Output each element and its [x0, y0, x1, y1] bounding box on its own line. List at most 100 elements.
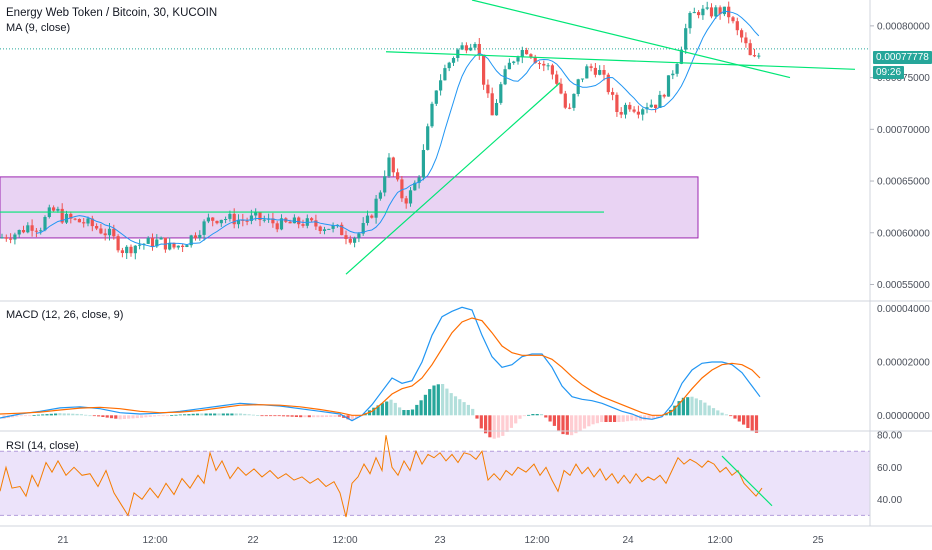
macd-histogram-bar [398, 407, 402, 416]
time-axis-tick-label: 12:00 [142, 535, 167, 546]
macd-histogram-bar [251, 414, 255, 416]
candle-down [297, 217, 301, 225]
macd-histogram-bar [230, 413, 234, 416]
candle-up [456, 49, 460, 58]
candle-down [99, 228, 103, 234]
macd-histogram-bar [109, 415, 114, 419]
candle-up [447, 62, 451, 69]
candle-down [464, 45, 468, 51]
candle-down [748, 43, 752, 56]
macd-histogram-bar [393, 402, 397, 416]
macd-histogram-bar [75, 413, 79, 416]
candle-down [611, 92, 615, 95]
candle-down [370, 215, 374, 218]
candle-down [593, 67, 597, 75]
macd-histogram-bar [36, 414, 40, 416]
macd-histogram-bar [449, 393, 453, 416]
countdown-tag: 09:26 [873, 66, 905, 79]
macd-histogram-bar [458, 399, 462, 416]
macd-histogram-bar [131, 415, 135, 419]
macd-histogram-bar [58, 413, 62, 416]
macd-histogram-bar [238, 413, 243, 416]
candle-down [275, 223, 279, 230]
macd-histogram-bar [651, 415, 655, 419]
macd-histogram-bar [385, 401, 389, 416]
candle-up [56, 208, 60, 211]
macd-histogram-bar [312, 415, 316, 418]
candle-up [365, 215, 370, 223]
candle-up [507, 62, 511, 70]
candle-up [408, 190, 413, 204]
macd-histogram-bar [475, 415, 479, 419]
candle-up [688, 13, 692, 29]
macd-histogram-bar [733, 415, 737, 419]
macd-histogram-bar [582, 415, 587, 429]
candle-up [684, 28, 688, 50]
candle-down [482, 54, 486, 85]
candle-up [499, 84, 503, 103]
candle-down [77, 219, 81, 223]
macd-histogram-bar [436, 384, 440, 416]
macd-histogram-bar [294, 415, 298, 417]
macd-histogram-bar [187, 414, 191, 416]
macd-histogram-bar [19, 415, 23, 417]
macd-histogram-bar [625, 415, 630, 422]
macd-histogram-bar [410, 409, 415, 416]
candle-up [451, 58, 456, 63]
candle-up [146, 237, 150, 244]
candle-up [155, 239, 159, 247]
macd-histogram-bar [281, 415, 286, 417]
rsi-trendline [721, 455, 773, 507]
candle-down [116, 236, 120, 251]
macd-histogram-bar [217, 413, 221, 416]
rsi-layer [0, 435, 870, 518]
candle-up [168, 242, 172, 250]
candle-up [107, 228, 112, 236]
candle-down [4, 237, 8, 239]
last-price-tag: 0.00077778 [873, 51, 932, 64]
candle-up [0, 237, 4, 239]
candle-up [387, 157, 391, 177]
candle-up [378, 192, 382, 199]
macd-histogram-bar [750, 415, 754, 432]
macd-histogram-bar [54, 413, 58, 416]
candlestick-series [0, 1, 761, 260]
ma-legend: MA (9, close) [6, 22, 71, 34]
trendline [345, 82, 561, 275]
macd-histogram-bar [587, 415, 591, 427]
macd-histogram-bar [290, 415, 294, 417]
trendline-layer [0, 0, 856, 275]
macd-histogram-bar [178, 414, 182, 416]
macd-histogram-bar [243, 413, 247, 416]
candle-up [176, 245, 180, 248]
candle-up [64, 213, 69, 223]
moving-average-layer [36, 10, 760, 248]
candle-up [198, 234, 202, 238]
macd-histogram-bar [105, 415, 109, 418]
macd-layer [0, 306, 761, 439]
macd-histogram-bar [402, 410, 406, 416]
candle-down [245, 220, 249, 222]
time-axis-tick-label: 25 [812, 535, 824, 546]
macd-histogram-bar [140, 415, 144, 418]
candle-up [224, 219, 228, 220]
macd-histogram-bar [406, 410, 410, 416]
macd-histogram-bar [71, 413, 75, 416]
time-axis-tick-label: 22 [247, 535, 259, 546]
macd-histogram-bar [707, 405, 711, 416]
candle-down [477, 44, 481, 55]
candle-down [490, 93, 494, 116]
macd-histogram-bar [445, 388, 449, 416]
candle-up [249, 215, 253, 221]
macd-histogram-bar [66, 413, 71, 416]
macd-histogram-bar [578, 415, 582, 431]
macd-histogram-bar [428, 389, 432, 416]
candle-down [95, 226, 99, 229]
macd-histogram-bar [496, 415, 501, 438]
candle-down [129, 246, 133, 254]
candle-up [138, 244, 142, 246]
macd-histogram-bar [79, 414, 83, 416]
macd-histogram-bar [92, 415, 96, 417]
candle-up [125, 246, 129, 254]
macd-histogram-bar [729, 415, 733, 417]
